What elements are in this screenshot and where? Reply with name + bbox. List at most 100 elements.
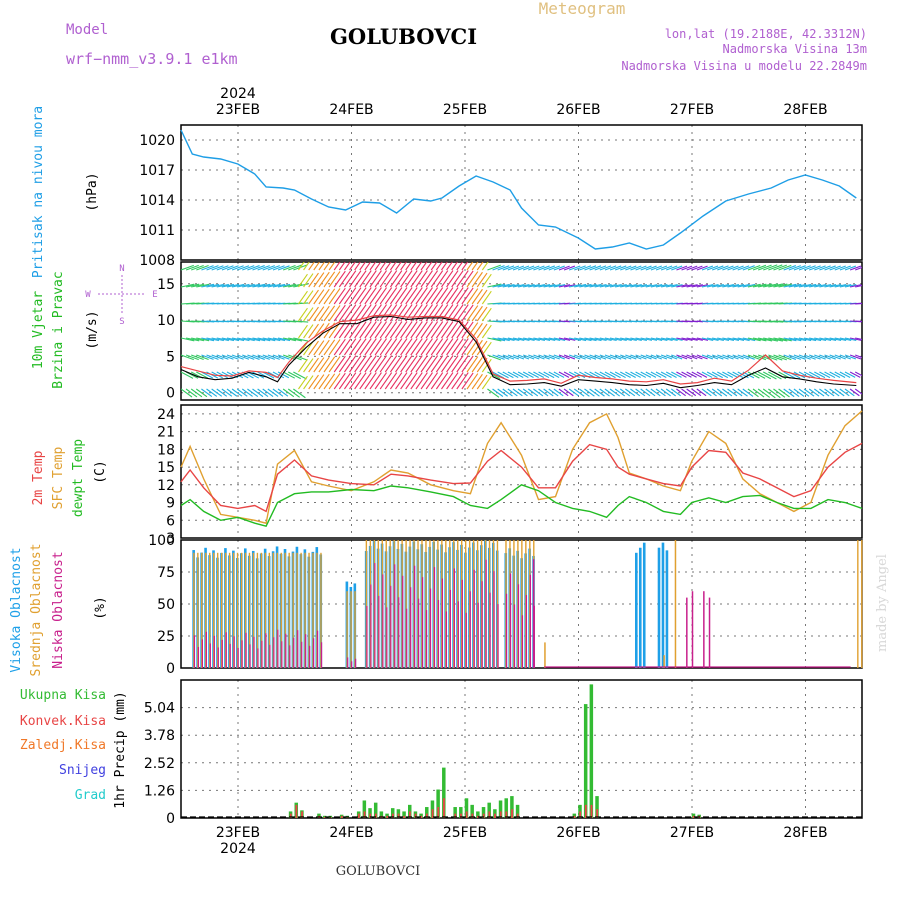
total-precip-bar — [459, 807, 463, 818]
wind-arrow — [604, 337, 617, 342]
wind-arrow — [456, 262, 464, 271]
wind-arrow — [706, 371, 718, 378]
wind-arrow — [354, 262, 361, 271]
wind-arrow — [481, 341, 492, 356]
wind-arrow — [185, 337, 200, 342]
wind-arrow — [747, 371, 760, 379]
low-cloud-bar — [355, 658, 357, 668]
wind-arrow — [497, 371, 509, 379]
wind-arrow — [615, 283, 627, 288]
wind-arrow — [267, 283, 281, 288]
low-cloud-bar — [273, 637, 275, 668]
wind-arrow — [257, 265, 270, 271]
wind-arrow — [435, 287, 449, 305]
wind-arrow — [666, 354, 678, 360]
wind-arrow — [410, 287, 423, 305]
wind-arrow — [543, 371, 555, 379]
wind-arrow — [298, 262, 305, 271]
wind-arrow — [793, 354, 806, 360]
wind-arrow — [389, 338, 403, 356]
wind-arrow — [242, 337, 255, 342]
wind-arrow — [625, 354, 637, 360]
y-tick-label: 75 — [157, 565, 175, 581]
total-precip-bar — [390, 808, 395, 818]
wind-arrow — [492, 371, 505, 379]
low-cloud-bar — [347, 657, 349, 668]
wind-arrow — [737, 337, 750, 342]
wind-arrow — [359, 270, 372, 288]
wind-arrow — [706, 337, 719, 341]
wind-arrow — [803, 388, 815, 397]
low-cloud-bar — [309, 645, 311, 668]
y-tick-label: 9 — [166, 496, 175, 512]
wind-arrow — [446, 338, 459, 356]
wind-arrow — [185, 283, 200, 288]
wind-arrow — [614, 371, 626, 379]
wind-arrow — [681, 371, 692, 378]
wind-arrow — [476, 340, 488, 356]
wind-arrow — [400, 355, 413, 373]
wind-arrow — [808, 388, 820, 397]
wind-arrow — [435, 262, 443, 271]
wind-arrow — [732, 354, 744, 360]
wind-arrow — [446, 287, 459, 305]
wind-arrow — [568, 265, 581, 271]
wind-arrow — [517, 354, 530, 360]
low-cloud-bar — [532, 559, 535, 668]
wind-arrow — [395, 355, 408, 373]
wind-arrow — [369, 372, 382, 390]
mid-cloud-bar — [544, 642, 546, 668]
wind-arrow — [788, 337, 802, 342]
wind-arrow — [236, 354, 250, 360]
wind-arrow — [262, 388, 274, 397]
wind-arrow — [711, 354, 724, 360]
wind-arrow — [533, 388, 544, 397]
mid-cloud-bar — [425, 540, 427, 668]
conv-precip-bar — [301, 811, 303, 818]
wind-arrow — [492, 388, 504, 397]
wind-arrow — [522, 371, 534, 378]
wind-arrow — [400, 321, 413, 339]
wind-arrow — [487, 283, 502, 288]
mid-cloud-bar — [468, 540, 471, 668]
wind-arrow — [625, 337, 637, 341]
mid-cloud-bar — [354, 591, 356, 668]
wind-arrow — [671, 284, 683, 288]
wind-arrow — [619, 371, 631, 379]
mid-cloud-bar — [256, 552, 259, 668]
wind-arrow — [308, 323, 319, 339]
wind-arrow — [635, 388, 646, 397]
panel-frame — [180, 261, 863, 401]
wind-arrow — [620, 265, 632, 271]
wind-arrow — [517, 265, 530, 271]
wind-arrow — [379, 287, 393, 305]
wind-arrow — [420, 355, 433, 373]
wind-arrow — [466, 356, 479, 373]
wind-arrow — [563, 354, 576, 360]
panel-frame — [180, 404, 863, 539]
wind-arrow — [456, 287, 469, 305]
wind-arrow — [783, 371, 796, 379]
wind-arrow — [563, 371, 575, 378]
wind-arrow — [829, 388, 840, 397]
total-precip-bar — [583, 704, 588, 818]
mid-cloud-bar — [350, 591, 352, 668]
low-cloud-bar — [261, 640, 263, 668]
mid-cloud-bar — [288, 552, 290, 668]
wind-arrow — [374, 321, 388, 339]
wind-arrow — [338, 304, 352, 322]
y-tick-label: 3.78 — [144, 728, 175, 744]
low-cloud-bar — [249, 644, 251, 668]
conv-precip-bar — [482, 813, 485, 818]
wind-arrow — [538, 388, 549, 397]
wind-arrow — [343, 270, 357, 288]
wind-arrow — [308, 340, 319, 356]
wind-arrow — [293, 354, 308, 361]
wind-arrow — [328, 356, 341, 373]
wind-arrow — [722, 371, 734, 379]
low-cloud-bar — [269, 644, 271, 668]
wind-arrow — [247, 265, 260, 271]
wind-arrow — [686, 354, 698, 360]
wind-arrow — [568, 388, 580, 397]
year-bottom: 2024 — [220, 841, 256, 857]
